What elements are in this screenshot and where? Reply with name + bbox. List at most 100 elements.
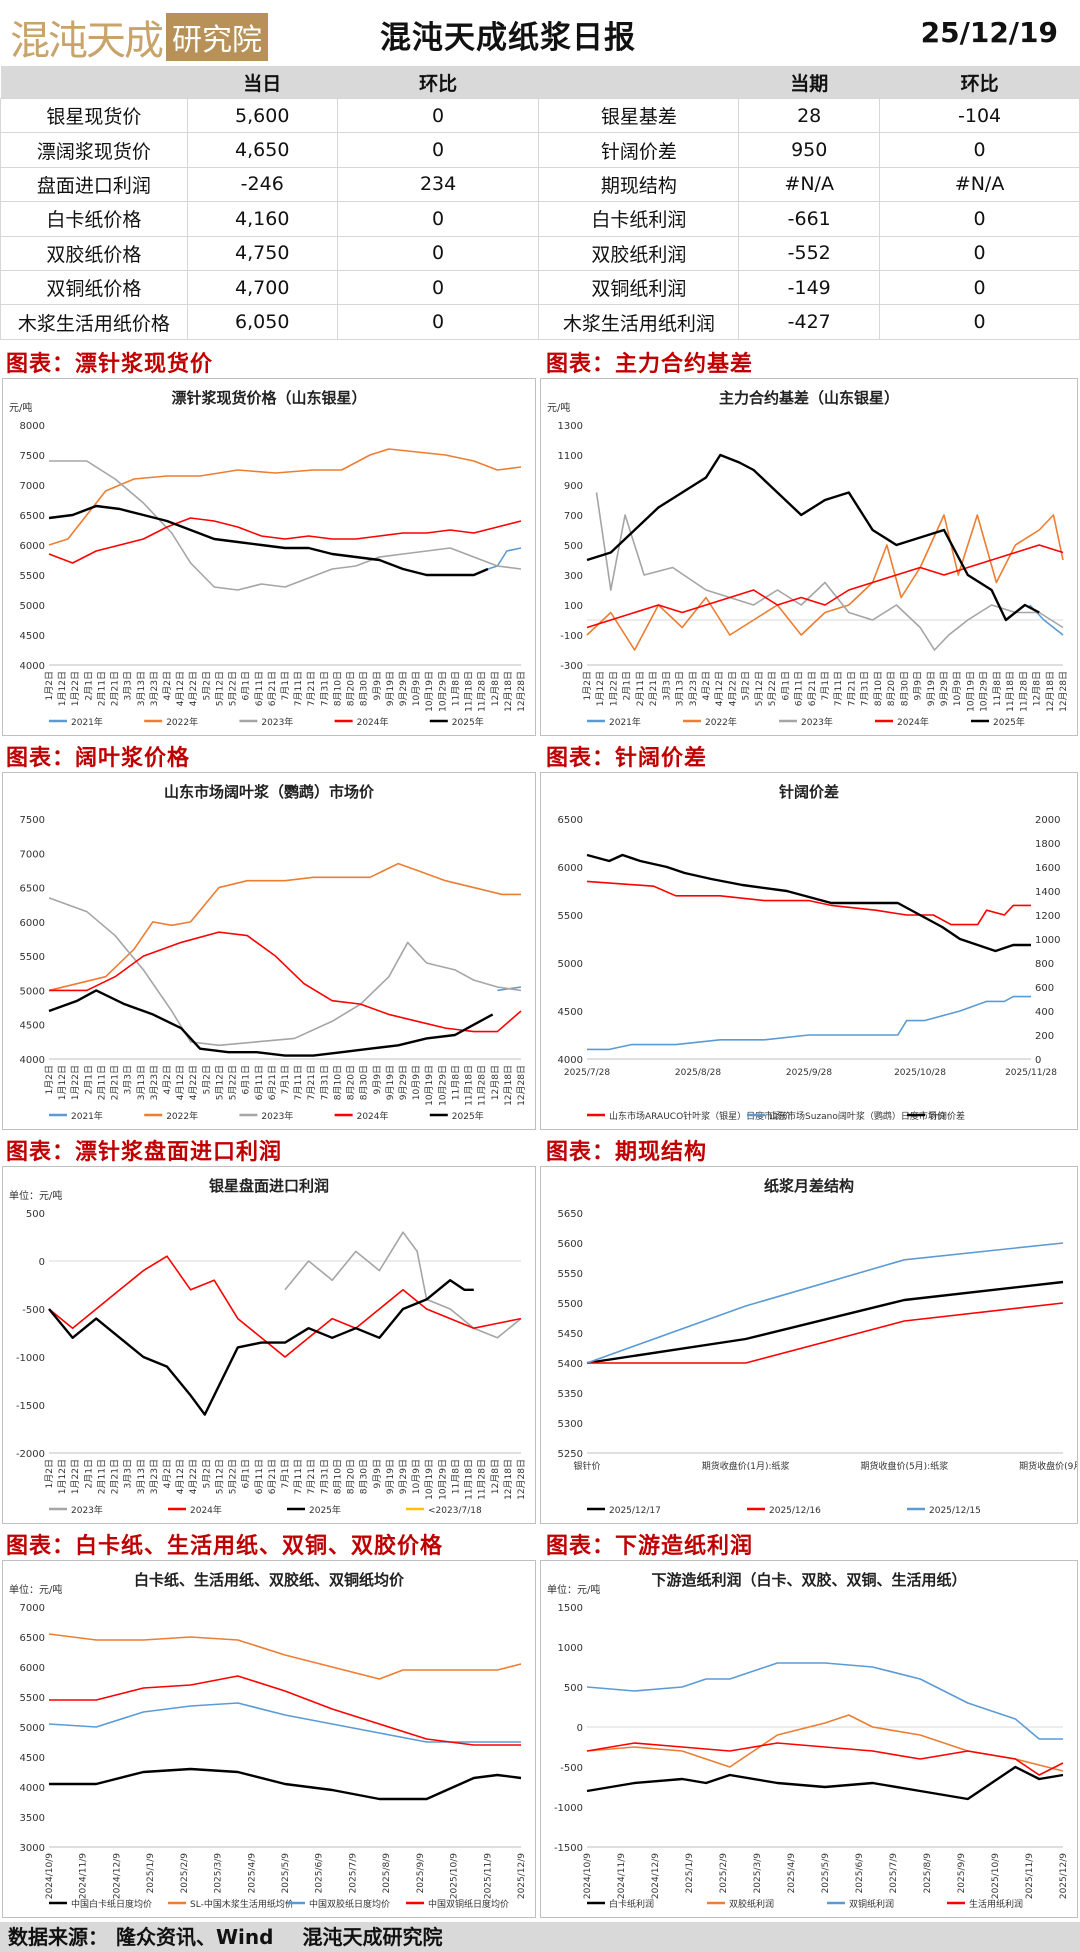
y-tick-label: -1500 xyxy=(554,1843,583,1854)
series-line xyxy=(48,989,494,1057)
y-tick-label: 7500 xyxy=(20,451,45,462)
summary-header-change: 环比 xyxy=(337,66,539,99)
x-tick-label: 2025/1/9 xyxy=(146,1853,156,1894)
x-tick-label: 7月11日 xyxy=(293,1065,304,1100)
chart-panel: 下游造纸利润（白卡、双胶、双铜、生活用纸） 单位：元/吨 -1500 -1000 -50… xyxy=(540,1560,1078,1918)
section-title: 图表：阔叶浆价格 xyxy=(6,746,191,771)
chart-panel: 针阔价差 4000 4500 5000 5500 6000 6500 0 200 400 600 80… xyxy=(540,772,1078,1130)
summary-value: 4,750 xyxy=(186,235,338,271)
x-tick-label: 7月11日 xyxy=(293,1459,304,1494)
x-tick-label: 2025/11/9 xyxy=(1025,1853,1035,1899)
x-tick-label: 1月12日 xyxy=(57,1459,68,1494)
footer-org: 混沌天成研究院 xyxy=(302,1925,443,1949)
y-tick-label: 4000 xyxy=(20,1783,45,1794)
x-tick-label: 2024/11/9 xyxy=(79,1853,89,1899)
x-tick-label: 8月30日 xyxy=(899,671,910,706)
x-tick-label: 5月22日 xyxy=(767,671,778,706)
x-tick-label: 12月28日 xyxy=(516,671,527,712)
x-tick-label: 2025/10/9 xyxy=(450,1853,460,1899)
x-tick-label: 2025/11/28 xyxy=(1005,1068,1057,1078)
legend-label: <2023/7/18 xyxy=(428,1506,482,1516)
x-tick-label: 2025/8/9 xyxy=(382,1853,392,1894)
brand-logo: 混沌天成 研究院 xyxy=(10,8,268,66)
x-tick-label: 期货收盘价(9月):纸浆 xyxy=(1019,1460,1077,1472)
x-tick-label: 3月3日 xyxy=(123,671,134,700)
x-tick-label: 1月2日 xyxy=(582,671,593,700)
x-tick-label: 5月2日 xyxy=(201,1459,212,1488)
legend-label: 2024年 xyxy=(190,1504,222,1516)
y-tick-label: 6000 xyxy=(20,1663,45,1674)
x-tick-label: 9月19日 xyxy=(926,671,937,706)
summary-header-today: 当日 xyxy=(187,66,338,99)
y-tick-label: -500 xyxy=(22,1305,45,1316)
summary-change: #N/A xyxy=(879,166,1080,203)
summary-change: 0 xyxy=(336,132,540,168)
chart-title: 银星盘面进口利润 xyxy=(209,1177,329,1195)
x-tick-label: 8月20日 xyxy=(886,671,897,706)
legend-label: 2025年 xyxy=(993,716,1025,728)
y-tick-label: 6500 xyxy=(558,815,583,826)
y-tick-label: 6500 xyxy=(20,884,45,895)
series-line xyxy=(586,1242,1064,1364)
x-tick-label: 2月1日 xyxy=(83,671,94,700)
legend-label: 2022年 xyxy=(166,716,198,728)
legend-label: 2025年 xyxy=(309,1504,341,1516)
y-tick-label: 500 xyxy=(564,1683,583,1694)
x-tick-label: 5月2日 xyxy=(201,671,212,700)
legend-label: 2023年 xyxy=(261,716,293,728)
x-tick-label: 6月1日 xyxy=(241,671,252,700)
x-tick-label: 2025/2/9 xyxy=(719,1853,729,1894)
summary-value: -149 xyxy=(738,269,881,306)
x-tick-label: 12月8日 xyxy=(490,671,501,706)
y-tick-label: 3500 xyxy=(20,1813,45,1824)
x-tick-label: 9月9日 xyxy=(372,1065,383,1094)
y-tick-label: 5000 xyxy=(20,601,45,612)
summary-change: -104 xyxy=(879,97,1080,134)
summary-change: 0 xyxy=(879,235,1080,271)
chart-panel: 银星盘面进口利润 单位：元/吨 -2000 -1500 -1000 -500 0 500 1月2… xyxy=(2,1166,536,1524)
x-tick-label: 8月20日 xyxy=(346,671,357,706)
footer-source-label: 数据来源： xyxy=(8,1925,108,1949)
x-tick-label: 2025/9/9 xyxy=(957,1853,967,1894)
x-tick-label: 10月29日 xyxy=(437,1065,448,1106)
x-tick-label: 11月28日 xyxy=(477,671,488,712)
x-tick-label: 4月2日 xyxy=(701,671,712,700)
x-tick-label: 7月21日 xyxy=(846,671,857,706)
x-tick-label: 7月1日 xyxy=(280,1065,291,1094)
x-tick-label: 9月29日 xyxy=(398,671,409,706)
legend-label: 2021年 xyxy=(71,1110,103,1122)
x-tick-label: 7月21日 xyxy=(306,1065,317,1100)
y-tick-label: 900 xyxy=(564,481,583,492)
series-line xyxy=(586,1280,1064,1365)
x-tick-label: 6月11日 xyxy=(254,671,265,706)
x-tick-label: 2025/10/9 xyxy=(991,1853,1001,1899)
summary-label: 盘面进口利润 xyxy=(0,166,188,203)
y-tick-label: 8000 xyxy=(20,421,45,432)
y2-tick-label: 800 xyxy=(1035,959,1054,970)
x-tick-label: 2025/11/9 xyxy=(483,1853,493,1899)
x-tick-label: 2月11日 xyxy=(635,671,646,706)
series-line xyxy=(48,504,489,577)
y-tick-label: 300 xyxy=(564,571,583,582)
series-line xyxy=(487,547,522,570)
x-tick-label: 5月22日 xyxy=(228,1459,239,1494)
x-tick-label: 2025/10/28 xyxy=(894,1068,946,1078)
x-tick-label: 4月22日 xyxy=(188,1065,199,1100)
chart-svg: 针阔价差 4000 4500 5000 5500 6000 6500 0 200 400 600 80… xyxy=(558,783,1061,1122)
chart-svg: 主力合约基差（山东银星） 元/吨 -300 -100 100 300 500 700 900 11… xyxy=(547,389,1069,728)
x-tick-label: 7月31日 xyxy=(319,671,330,706)
summary-label: 白卡纸价格 xyxy=(0,201,188,237)
x-tick-label: 2024/10/9 xyxy=(45,1853,55,1899)
y-tick-label: 5550 xyxy=(558,1269,583,1280)
y-tick-label: 7500 xyxy=(20,815,45,826)
summary-table: 当日 环比 当期 环比 银星现货价 5,600 0 银星基差 28 -104 漂阔浆现货价 4… xyxy=(0,66,1080,340)
x-tick-label: 10月19日 xyxy=(424,1459,435,1500)
y-tick-label: 1100 xyxy=(558,451,583,462)
y-axis-label: 元/吨 xyxy=(547,401,570,414)
x-tick-label: 1月22日 xyxy=(70,1065,81,1100)
chart-title: 山东市场阔叶浆（鹦鹉）市场价 xyxy=(164,783,375,801)
chart-panel: 白卡纸、生活用纸、双胶纸、双铜纸均价 单位：元/吨 3000 3500 4000 4500… xyxy=(2,1560,536,1918)
legend-label: 双胶纸利润 xyxy=(729,1898,774,1910)
x-tick-label: 2025/8/9 xyxy=(923,1853,933,1894)
